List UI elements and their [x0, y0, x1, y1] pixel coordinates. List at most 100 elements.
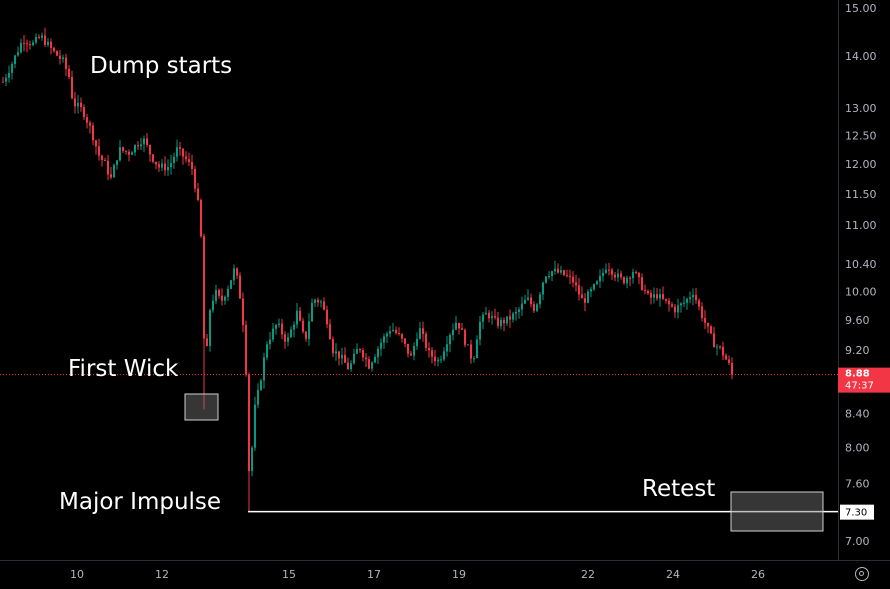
candle-body [434, 356, 436, 362]
candle-body [38, 37, 40, 39]
current-price-tag: 8.88 47:37 [838, 367, 890, 393]
candle-body [158, 164, 160, 168]
candle-body [215, 289, 217, 301]
candle-body [719, 346, 721, 348]
candle-body [647, 290, 649, 294]
candle-body [347, 362, 349, 370]
y-tick-label: 10.40 [845, 258, 877, 271]
candle-body [698, 300, 700, 307]
candle-body [350, 363, 352, 370]
candle-body [404, 338, 406, 344]
candle-body [602, 272, 604, 277]
candle-body [635, 272, 637, 274]
candle-body [152, 154, 154, 162]
candle-body [371, 362, 373, 369]
x-tick-label: 19 [452, 568, 466, 581]
candle-body [410, 353, 412, 356]
y-tick-label: 15.00 [845, 2, 877, 15]
candle-body [260, 380, 262, 390]
candle-body [608, 269, 610, 271]
candle-body [35, 37, 37, 43]
candle-body [680, 303, 682, 306]
candle-body [185, 156, 187, 160]
candle-body [344, 354, 346, 363]
candle-body [257, 389, 259, 405]
candle-body [701, 306, 703, 319]
candle-body [272, 328, 274, 340]
level-price-value: 7.30 [845, 508, 867, 519]
candle-body [8, 72, 10, 78]
candle-body [548, 275, 550, 277]
candle-body [521, 303, 523, 310]
candle-body [377, 348, 379, 357]
candle-body [167, 166, 169, 171]
candle-body [218, 289, 220, 296]
candle-body [578, 285, 580, 295]
candle-body [452, 329, 454, 336]
candle-body [143, 138, 145, 145]
candle-body [368, 359, 370, 369]
candle-body [662, 294, 664, 299]
x-tick-label: 15 [282, 568, 296, 581]
candle-body [596, 281, 598, 285]
candle-body [458, 322, 460, 329]
candle-body [479, 321, 481, 340]
y-tick-label: 11.50 [845, 188, 877, 201]
candle-body [302, 320, 304, 332]
x-axis[interactable]: 10 12 15 17 19 22 24 26 [70, 568, 765, 581]
candle-body [392, 329, 394, 331]
candle-body [5, 77, 7, 82]
candle-body [77, 102, 79, 107]
candles-layer [2, 27, 733, 512]
candle-body [605, 269, 607, 273]
candle-body [413, 346, 415, 356]
candle-body [140, 144, 142, 147]
candle-body [425, 333, 427, 348]
candle-body [245, 325, 247, 375]
y-axis[interactable]: 15.00 14.00 13.00 12.50 12.00 11.50 11.00 10.40… [845, 2, 877, 548]
candle-body [341, 354, 343, 359]
candle-body [221, 295, 223, 301]
candle-body [704, 318, 706, 323]
candle-body [617, 273, 619, 278]
candle-body [659, 294, 661, 299]
candle-body [398, 333, 400, 335]
candle-body [98, 146, 100, 156]
settings-icon[interactable] [855, 567, 869, 581]
candle-body [50, 41, 52, 48]
candle-body [233, 268, 235, 281]
candle-body [224, 296, 226, 301]
candle-body [590, 289, 592, 292]
y-tick-label: 9.60 [845, 314, 870, 327]
candle-body [107, 160, 109, 175]
candle-body [59, 55, 61, 59]
candle-body [248, 374, 250, 472]
candle-body [671, 304, 673, 307]
candle-body [332, 339, 334, 354]
candle-body [512, 313, 514, 320]
candle-body [587, 291, 589, 303]
candle-body [668, 300, 670, 305]
candle-body [689, 297, 691, 299]
first-wick-box[interactable] [184, 393, 219, 421]
candle-body [470, 344, 472, 359]
candle-body [446, 344, 448, 352]
candle-body [20, 42, 22, 53]
candle-body [356, 349, 358, 354]
candle-body [524, 299, 526, 304]
candle-body [686, 298, 688, 303]
candle-body [683, 302, 685, 304]
candle-body [317, 299, 319, 303]
candle-body [311, 302, 313, 322]
candle-body [407, 343, 409, 354]
candle-body [713, 333, 715, 348]
candle-body [47, 41, 49, 45]
y-tick-label: 12.50 [845, 130, 877, 143]
candle-body [599, 276, 601, 282]
candle-body [716, 346, 718, 348]
candle-body [362, 350, 364, 358]
retest-box[interactable] [730, 491, 824, 532]
candle-body [41, 35, 43, 38]
current-price-value: 8.88 [845, 369, 870, 380]
